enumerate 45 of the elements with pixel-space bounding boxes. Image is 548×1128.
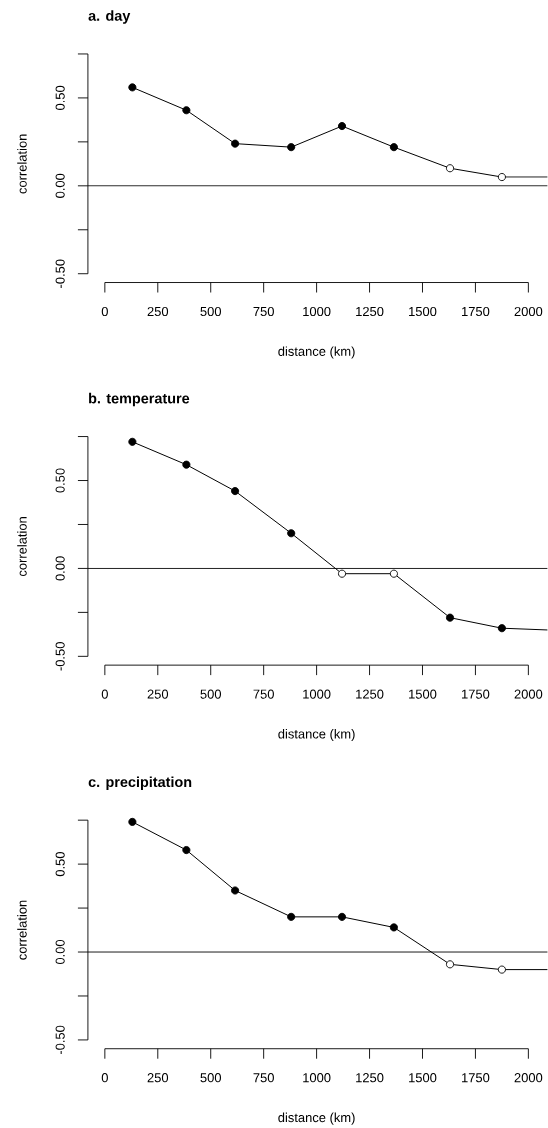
x-tick-label: 0 (101, 689, 108, 699)
x-tick-label: 1000 (303, 306, 331, 317)
x-tick-label: 1500 (409, 1073, 437, 1083)
y-tick-label: -0.50 (55, 259, 65, 288)
x-tick-label: 1250 (356, 689, 384, 699)
x-tick-label: 1250 (356, 1073, 384, 1083)
x-tick-label: 1750 (462, 689, 490, 699)
x-tick-label: 500 (200, 689, 222, 699)
x-axis-title: distance (km) (278, 1112, 355, 1125)
x-tick-label: 500 (200, 306, 222, 317)
y-tick-label: -0.50 (55, 642, 65, 671)
x-tick-label: 1000 (303, 689, 331, 699)
x-tick-label: 1750 (462, 1073, 490, 1083)
x-tick-label: 2000 (514, 306, 543, 317)
x-tick-label: 750 (253, 306, 274, 317)
chart-title: c. precipitation (88, 776, 192, 790)
y-tick-label: 0.00 (55, 939, 65, 965)
x-tick-label: 0 (101, 306, 108, 317)
y-tick-label: 0.50 (55, 468, 65, 493)
y-tick-label: 0.00 (55, 173, 65, 198)
x-tick-label: 250 (147, 1073, 169, 1083)
x-tick-label: 2000 (514, 1073, 543, 1083)
y-tick-label: 0.50 (55, 85, 65, 110)
x-tick-label: 1250 (356, 306, 384, 317)
x-tick-label: 750 (253, 689, 274, 699)
y-axis-title: correlation (17, 517, 27, 577)
x-tick-label: 2000 (514, 689, 543, 699)
x-tick-label: 750 (253, 1073, 274, 1083)
chart-title: b. temperature (89, 392, 190, 407)
y-tick-label: -0.50 (55, 1025, 65, 1055)
x-tick-label: 500 (200, 1073, 222, 1083)
x-tick-label: 250 (147, 689, 169, 699)
x-tick-label: 250 (147, 306, 169, 317)
y-tick-label: 0.00 (55, 556, 65, 581)
x-tick-label: 1750 (462, 306, 490, 317)
x-axis-title: distance (km) (278, 346, 355, 359)
x-tick-label: 0 (101, 1073, 108, 1083)
y-tick-label: 0.50 (55, 852, 65, 877)
chart-title: a. day (88, 10, 131, 24)
x-tick-label: 1500 (409, 689, 437, 699)
x-tick-label: 1000 (303, 1073, 331, 1083)
x-tick-label: 1500 (409, 306, 437, 317)
y-axis-title: correlation (17, 134, 27, 194)
x-axis-title: distance (km) (278, 729, 355, 742)
y-axis-title: correlation (17, 900, 27, 960)
